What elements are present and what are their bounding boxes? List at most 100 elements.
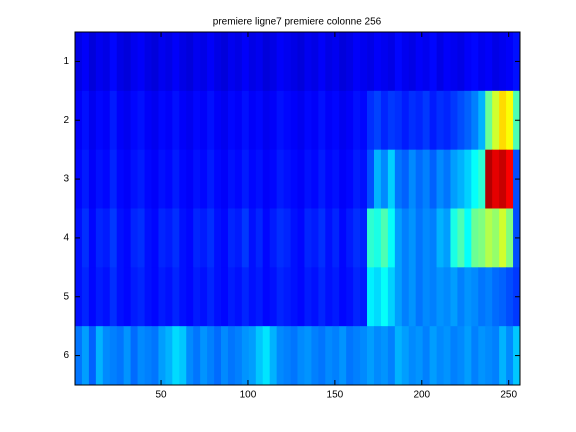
heatmap-cell — [506, 326, 514, 386]
heatmap-cell — [492, 267, 500, 327]
heatmap-cell — [95, 326, 104, 386]
heatmap-cell — [193, 149, 201, 209]
heatmap-cell — [137, 149, 145, 209]
heatmap-cell — [485, 326, 493, 386]
heatmap-cell — [158, 326, 166, 386]
heatmap-cell — [429, 267, 437, 327]
heatmap-cell — [380, 90, 389, 151]
heatmap-cell — [380, 267, 389, 327]
heatmap-cell — [450, 267, 458, 327]
heatmap-cell — [262, 90, 271, 151]
heatmap-cell — [130, 267, 138, 327]
heatmap-cell — [311, 32, 319, 92]
heatmap-cell — [269, 149, 278, 209]
heatmap-cell — [88, 267, 97, 327]
heatmap-cell — [297, 208, 305, 268]
heatmap-cell — [262, 32, 271, 92]
heatmap-cell — [443, 208, 451, 268]
heatmap-cell — [248, 208, 257, 268]
heatmap-cell — [200, 90, 208, 151]
x-tick-label: 200 — [413, 390, 430, 401]
heatmap-cell — [165, 326, 173, 386]
heatmap-cell — [158, 32, 166, 92]
heatmap-cell — [422, 267, 431, 327]
heatmap-cell — [367, 90, 375, 151]
heatmap-cell — [339, 149, 347, 209]
heatmap-cell — [297, 90, 305, 151]
heatmap-cell — [227, 326, 236, 386]
heatmap-cell — [387, 267, 396, 327]
heatmap-cell — [318, 267, 326, 327]
heatmap-cell — [436, 267, 444, 327]
heatmap-cell — [325, 208, 333, 268]
heatmap-cell — [179, 208, 187, 268]
heatmap-cell — [311, 90, 319, 151]
heatmap-cell — [200, 208, 208, 268]
heatmap-cell — [248, 90, 257, 151]
heatmap-cell — [429, 149, 437, 209]
heatmap-cell — [102, 208, 111, 268]
heatmap-cell — [311, 149, 319, 209]
heatmap-cell — [436, 326, 444, 386]
heatmap-cell — [221, 208, 229, 268]
heatmap-cell — [276, 267, 284, 327]
heatmap-cell — [422, 32, 431, 92]
heatmap-cell — [200, 326, 208, 386]
heatmap-cell — [81, 149, 90, 209]
heatmap-cell — [297, 267, 305, 327]
heatmap-cell — [102, 149, 111, 209]
heatmap-cell — [367, 149, 375, 209]
heatmap-cell — [297, 326, 305, 386]
heatmap-cell — [241, 90, 250, 151]
heatmap-cell — [478, 267, 486, 327]
heatmap-cell — [506, 208, 514, 268]
heatmap-cell — [116, 208, 125, 268]
heatmap-cell — [200, 32, 208, 92]
heatmap-cell — [311, 267, 319, 327]
heatmap-cell — [221, 326, 229, 386]
heatmap-cell — [401, 326, 410, 386]
heatmap-cell — [269, 90, 278, 151]
heatmap-cell — [290, 326, 298, 386]
heatmap-cell — [401, 267, 410, 327]
heatmap-cell — [325, 149, 333, 209]
heatmap-cell — [290, 267, 298, 327]
heatmap-cell — [318, 326, 326, 386]
heatmap-cell — [116, 90, 125, 151]
x-tick-label: 50 — [155, 390, 167, 401]
heatmap-cell — [485, 149, 493, 209]
heatmap-cell — [464, 32, 472, 92]
heatmap-cell — [464, 326, 472, 386]
heatmap-cell — [207, 149, 215, 209]
heatmap-cell — [360, 267, 368, 327]
heatmap-cell — [443, 32, 451, 92]
heatmap-cell — [207, 208, 215, 268]
heatmap-cell — [373, 326, 382, 386]
heatmap-cell — [492, 32, 500, 92]
heatmap-cell — [304, 208, 312, 268]
heatmap-cell — [457, 32, 465, 92]
heatmap-cell — [123, 267, 132, 327]
heatmap-cell — [415, 32, 424, 92]
heatmap-cell — [227, 208, 236, 268]
heatmap-cell — [471, 90, 479, 151]
heatmap-cell — [88, 326, 97, 386]
heatmap-cell — [436, 208, 444, 268]
heatmap-cell — [123, 326, 132, 386]
heatmap-cell — [373, 267, 382, 327]
heatmap-cell — [415, 267, 424, 327]
heatmap-cell — [172, 149, 180, 209]
heatmap-cell — [443, 267, 451, 327]
heatmap-cell — [234, 326, 243, 386]
heatmap-cell — [290, 90, 298, 151]
heatmap-cell — [88, 208, 97, 268]
heatmap-cell — [380, 32, 389, 92]
heatmap-cell — [464, 267, 472, 327]
heatmap-cell — [325, 90, 333, 151]
heatmap-cell — [367, 32, 375, 92]
heatmap-cell — [151, 90, 159, 151]
heatmap-cell — [179, 326, 187, 386]
heatmap-cell — [276, 90, 284, 151]
heatmap-cell — [318, 90, 326, 151]
heatmap-cell — [360, 208, 368, 268]
